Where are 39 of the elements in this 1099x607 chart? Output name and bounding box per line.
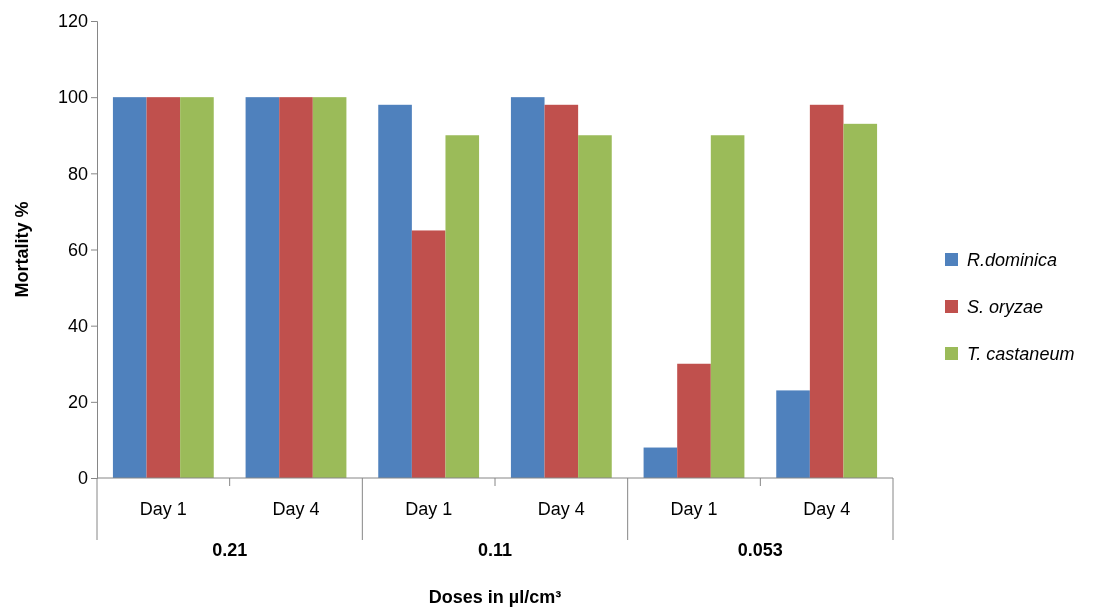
x-tick-label: Day 4 <box>537 499 585 519</box>
x-tick-label: Day 4 <box>272 499 320 519</box>
legend-label: T. castaneum <box>967 344 1075 364</box>
bar <box>445 135 480 478</box>
y-axis-title: Mortality % <box>12 201 32 298</box>
x-axis-title: Doses in µl/cm³ <box>428 587 562 607</box>
bar <box>677 363 711 478</box>
bar <box>312 97 347 478</box>
bar <box>643 447 678 478</box>
y-tick-label: 80 <box>67 163 88 184</box>
y-tick-label: 100 <box>57 87 88 108</box>
x-tick-label: Day 1 <box>139 499 187 519</box>
bar <box>146 97 181 478</box>
bar <box>809 104 844 478</box>
text: 0.11 <box>477 540 513 560</box>
bar <box>510 97 545 478</box>
bar <box>776 390 810 478</box>
text: 0.053 <box>737 540 783 560</box>
bar <box>843 123 878 478</box>
bar <box>378 104 412 478</box>
y-tick-label: 60 <box>67 239 88 260</box>
bar <box>279 97 313 478</box>
x-tick-label: Day 1 <box>405 499 453 519</box>
bar <box>411 230 446 478</box>
text: 0.21 <box>212 540 248 560</box>
bar <box>710 135 745 478</box>
legend-label: R.dominica <box>967 250 1058 270</box>
y-tick-label: 40 <box>67 315 88 336</box>
bar <box>245 97 280 478</box>
bar <box>180 97 214 478</box>
x-tick-label: Day 4 <box>803 499 851 519</box>
bar <box>544 104 579 478</box>
y-tick-label: 0 <box>77 468 88 489</box>
y-tick-label: 120 <box>57 11 88 32</box>
y-tick-label: 20 <box>67 392 88 413</box>
bar <box>112 97 147 478</box>
bar <box>578 135 612 478</box>
x-tick-label: Day 1 <box>670 499 718 519</box>
legend-label: S. oryzae <box>967 297 1044 317</box>
